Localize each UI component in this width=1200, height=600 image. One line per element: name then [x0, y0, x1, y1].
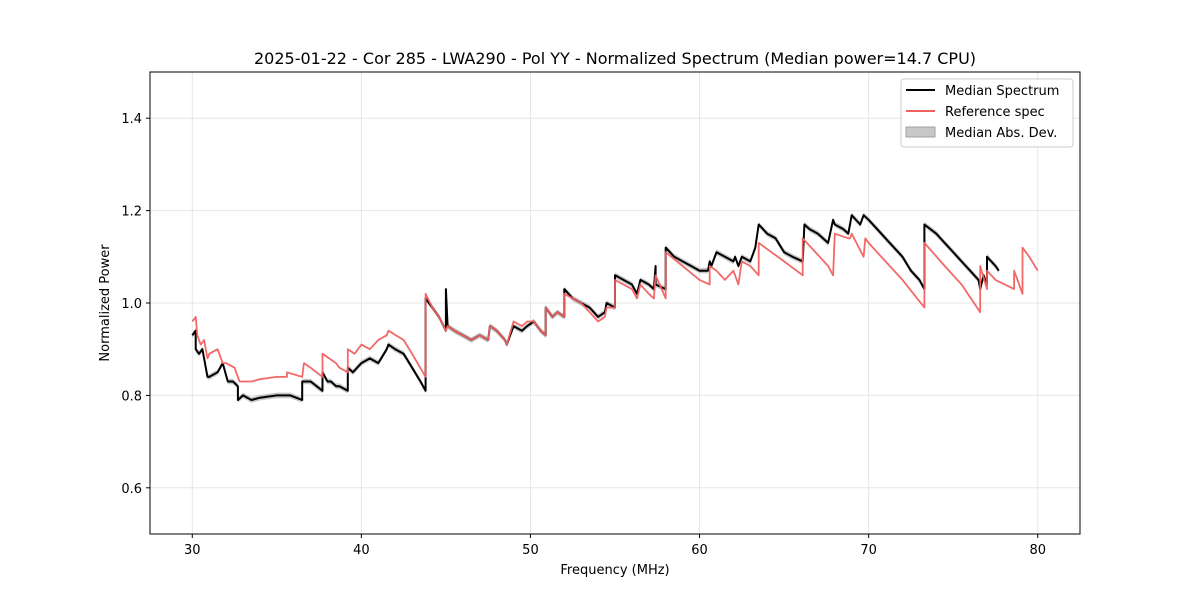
legend: Median Spectrum Reference spec Median Ab…	[900, 78, 1074, 148]
x-tick-label: 30	[184, 543, 201, 558]
y-tick-label: 1.2	[121, 205, 142, 220]
legend-box	[900, 78, 1074, 148]
legend-mad-label: Median Abs. Dev.	[945, 126, 1057, 141]
series-lines	[191, 214, 1039, 401]
x-tick-label: 80	[1029, 543, 1046, 558]
y-axis-ticks: 0.6 0.8 1.0 1.2 1.4	[121, 112, 150, 497]
x-tick-label: 70	[860, 543, 877, 558]
y-tick-label: 0.8	[121, 389, 142, 404]
chart-title: 2025-01-22 - Cor 285 - LWA290 - Pol YY -…	[254, 49, 976, 68]
x-axis-label: Frequency (MHz)	[560, 563, 669, 578]
x-tick-label: 60	[691, 543, 708, 558]
reference-spec-line	[191, 232, 1039, 383]
x-axis-ticks: 30 40 50 60 70 80	[184, 534, 1046, 558]
legend-median-label: Median Spectrum	[945, 84, 1059, 99]
y-tick-label: 1.0	[121, 297, 142, 312]
legend-mad-swatch	[905, 126, 936, 138]
y-tick-label: 0.6	[121, 482, 142, 497]
y-tick-label: 1.4	[121, 112, 142, 127]
legend-reference-label: Reference spec	[945, 105, 1045, 120]
y-axis-label: Normalized Power	[98, 244, 113, 362]
x-tick-label: 50	[522, 543, 539, 558]
x-tick-label: 40	[353, 543, 370, 558]
